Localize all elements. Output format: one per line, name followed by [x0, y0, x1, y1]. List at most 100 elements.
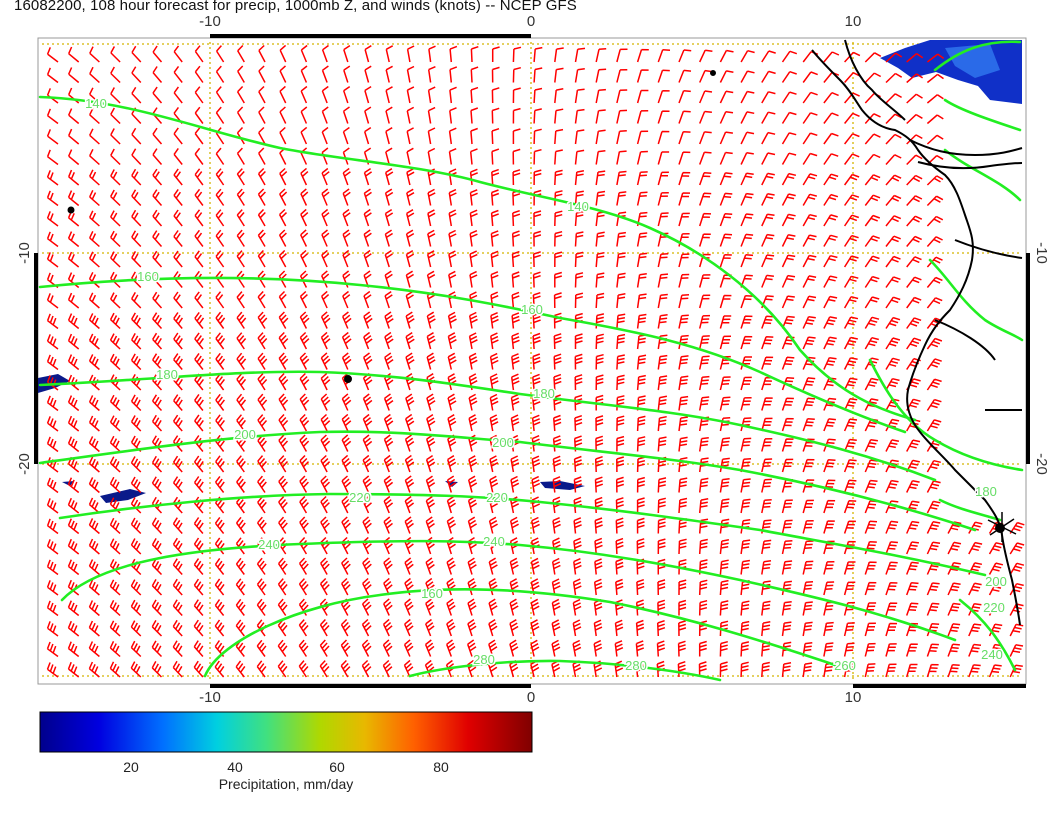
wind-barb — [678, 294, 690, 309]
wind-barb — [802, 458, 815, 473]
wind-barb — [173, 230, 183, 247]
wind-barb — [530, 537, 540, 555]
wind-barb — [926, 521, 941, 534]
wind-barb — [449, 45, 458, 63]
wind-barb — [843, 397, 858, 411]
wind-barb — [781, 193, 796, 206]
wind-barb — [257, 208, 266, 227]
wind-barb — [719, 437, 731, 452]
wind-barb — [446, 495, 457, 514]
wind-barb — [988, 542, 1004, 555]
wind-barb — [926, 358, 942, 370]
wind-barb — [404, 516, 414, 534]
wind-barb — [533, 128, 542, 145]
wind-barb — [781, 152, 797, 165]
wind-barb — [469, 148, 478, 165]
wind-barb — [573, 558, 582, 575]
wind-barb — [553, 353, 562, 370]
wind-barb — [698, 640, 707, 657]
wind-barb — [530, 557, 540, 575]
wind-barb — [89, 169, 100, 186]
wind-barb — [300, 229, 309, 247]
wind-barb — [1009, 603, 1024, 616]
wind-barb — [279, 44, 287, 63]
wind-barb — [657, 171, 669, 186]
wind-barb — [719, 559, 729, 575]
wind-barb — [595, 129, 606, 145]
wind-barb — [678, 212, 690, 227]
wind-barb — [215, 291, 225, 309]
wind-barb — [130, 415, 142, 432]
wind-barb — [968, 541, 983, 555]
wind-barb — [636, 110, 649, 124]
wind-barb — [533, 148, 542, 165]
wind-barb — [988, 623, 1003, 637]
wind-barb — [109, 620, 121, 637]
wind-barb — [594, 476, 604, 493]
wind-barb — [152, 312, 163, 330]
wind-barb — [636, 313, 647, 329]
wind-barb — [761, 458, 773, 473]
wind-barb — [490, 230, 499, 247]
wind-barb — [152, 332, 163, 350]
wind-barb — [235, 578, 246, 596]
wind-barb — [926, 317, 943, 329]
wind-barb — [947, 643, 960, 657]
wind-barb — [699, 110, 712, 124]
x-tick-bottom-1: -10 — [199, 689, 221, 706]
wind-barb — [151, 496, 163, 514]
wind-barb — [88, 395, 100, 412]
wind-barb — [89, 128, 100, 145]
wind-barb — [761, 335, 774, 350]
wind-barb — [258, 106, 266, 124]
wind-barb — [488, 639, 498, 657]
wind-barb — [636, 130, 649, 145]
wind-barb — [382, 618, 393, 637]
wind-barb — [88, 313, 100, 330]
wind-barb — [843, 561, 856, 575]
wind-barb — [678, 171, 691, 186]
wind-barb — [427, 188, 436, 206]
wind-barb — [698, 335, 710, 350]
wind-barb — [781, 111, 797, 124]
wind-barb — [761, 233, 775, 247]
wind-barb — [595, 292, 605, 309]
wind-barb — [130, 456, 142, 473]
wind-barb — [719, 294, 732, 309]
wind-barb — [320, 372, 331, 391]
wind-barb — [802, 91, 818, 104]
wind-barb — [88, 600, 100, 617]
wind-barb — [885, 194, 902, 206]
wind-barb — [194, 86, 204, 104]
wind-barb — [426, 311, 436, 329]
wind-barb — [926, 297, 943, 309]
wind-barb — [554, 88, 564, 104]
wind-barb — [491, 46, 500, 62]
wind-barb — [68, 149, 80, 166]
wind-barb — [426, 413, 436, 432]
wind-barb — [258, 44, 266, 63]
wind-barb — [864, 214, 881, 227]
wind-barb — [46, 600, 59, 617]
wind-barb — [864, 296, 880, 309]
wind-barb — [405, 331, 415, 350]
wind-barb — [490, 271, 499, 288]
wind-barb — [616, 354, 625, 370]
wind-barb — [340, 639, 351, 657]
wind-barb — [554, 149, 563, 165]
colorbar-tick-60: 60 — [329, 759, 345, 775]
wind-barb — [698, 396, 710, 411]
wind-barb — [89, 148, 100, 166]
wind-barb — [88, 538, 100, 555]
wind-barb — [384, 311, 394, 329]
wind-barb — [678, 497, 688, 514]
contour-label: 240 — [483, 534, 505, 549]
wind-barb — [885, 133, 902, 145]
wind-barb — [698, 151, 712, 165]
wind-barb — [130, 661, 142, 678]
wind-barb — [926, 480, 941, 493]
wind-barb — [385, 147, 393, 165]
wind-barb — [67, 395, 80, 412]
wind-barb — [509, 557, 519, 575]
wind-barb — [321, 208, 330, 227]
